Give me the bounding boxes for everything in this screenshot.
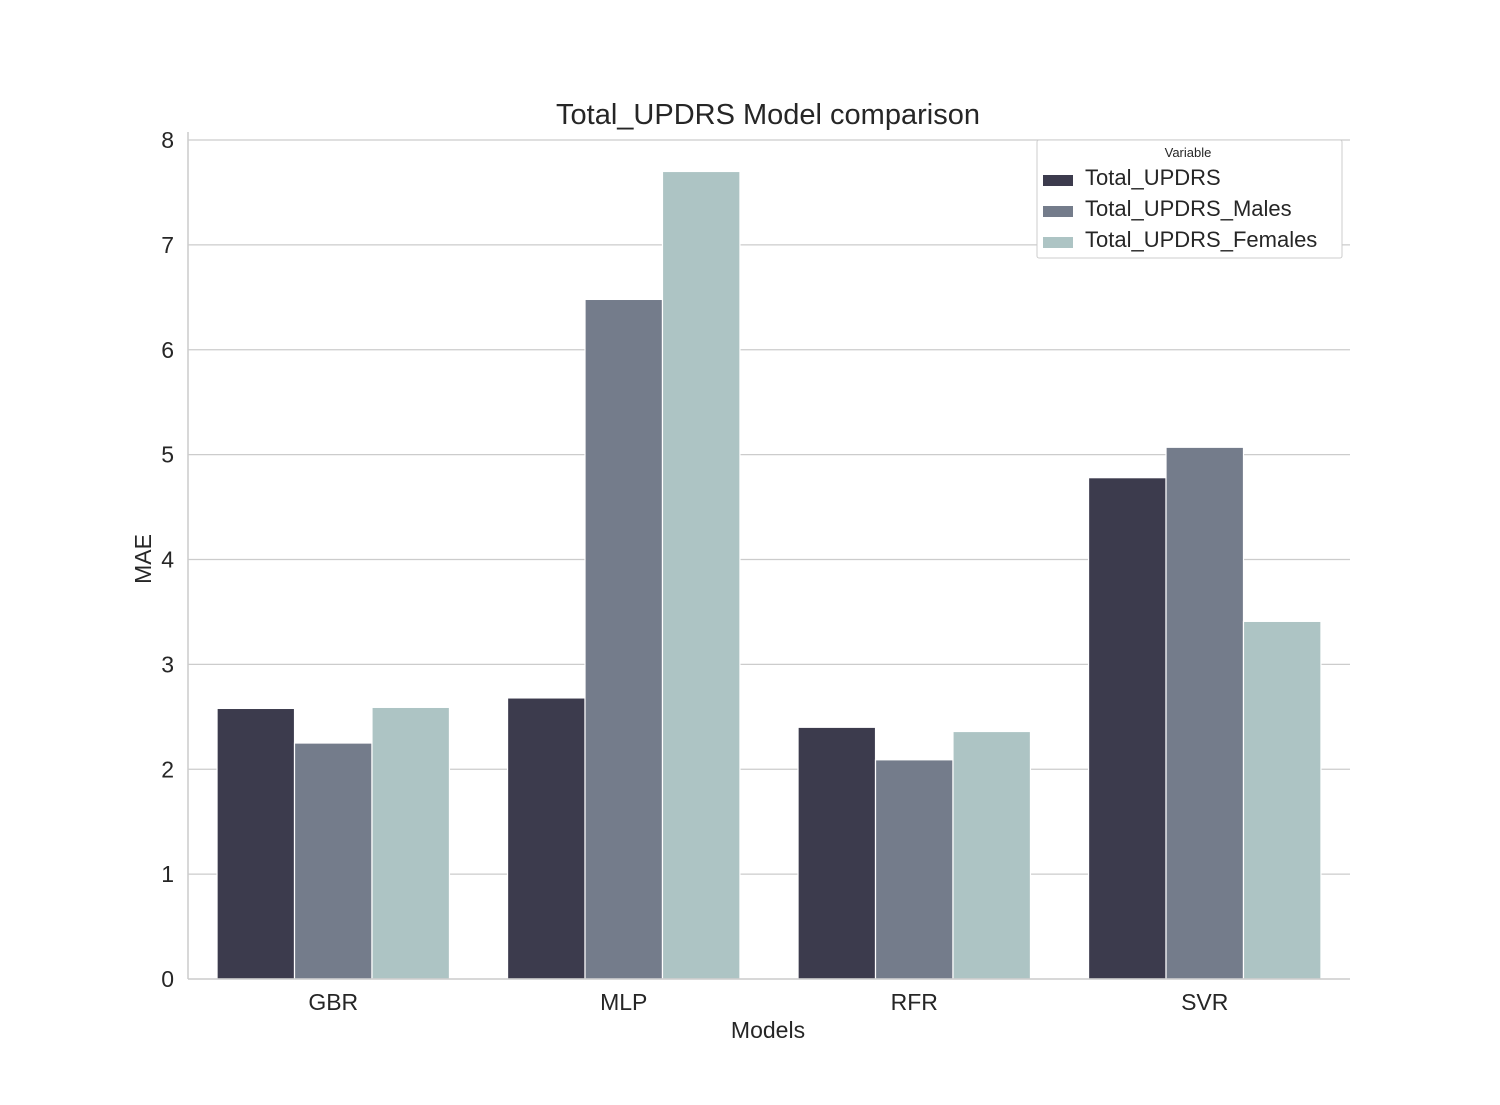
bar-gbr-total-updrs — [216, 707, 296, 980]
legend-title: Variable — [1165, 145, 1212, 160]
legend: Variable Total_UPDRSTotal_UPDRS_MalesTot… — [1036, 139, 1343, 259]
y-tick-label: 5 — [161, 442, 174, 468]
y-axis-label: MAE — [130, 534, 156, 584]
y-tick-label: 7 — [161, 232, 174, 258]
bar-mlp-total-updrs — [506, 697, 586, 980]
bar-svr-total-updrs-females — [1242, 620, 1322, 980]
legend-swatch — [1043, 206, 1073, 217]
y-tick-label: 6 — [161, 337, 174, 363]
y-tick-label: 8 — [161, 127, 174, 153]
bar-svr-total-updrs — [1087, 477, 1167, 980]
bar-rfr-total-updrs — [797, 726, 877, 980]
chart-title: Total_UPDRS Model comparison — [556, 99, 980, 131]
legend-swatch — [1043, 175, 1073, 186]
bar-mlp-total-updrs-females — [661, 170, 741, 980]
bar-rfr-total-updrs-females — [952, 730, 1032, 980]
y-tick-label: 4 — [161, 547, 174, 573]
bar-mlp-total-updrs-males — [584, 298, 664, 980]
bars — [216, 170, 1322, 980]
x-tick-label: RFR — [891, 989, 938, 1015]
x-tick-label: GBR — [308, 989, 358, 1015]
bar-svr-total-updrs-males — [1165, 446, 1245, 980]
legend-label: Total_UPDRS — [1085, 165, 1221, 190]
x-axis-label: Models — [731, 1017, 805, 1043]
y-tick-label: 1 — [161, 861, 174, 887]
bar-gbr-total-updrs-females — [371, 706, 451, 980]
y-tick-label: 0 — [161, 966, 174, 992]
x-tick-label: SVR — [1181, 989, 1228, 1015]
axes: 0 1 2 3 4 5 6 7 8 GBR MLP RFR SVR — [161, 127, 1350, 1015]
bar-rfr-total-updrs-males — [874, 759, 954, 980]
legend-frame — [1036, 139, 1343, 259]
y-tick-label: 3 — [161, 651, 174, 677]
legend-label: Total_UPDRS_Females — [1085, 227, 1317, 252]
y-tick-label: 2 — [161, 756, 174, 782]
legend-label: Total_UPDRS_Males — [1085, 196, 1292, 221]
legend-items: Total_UPDRS Total_UPDRS_Males Total_UPDRS_… — [1043, 165, 1317, 252]
legend-swatch — [1043, 237, 1073, 248]
bar-gbr-total-updrs-males — [293, 742, 373, 980]
x-tick-label: MLP — [600, 989, 647, 1015]
